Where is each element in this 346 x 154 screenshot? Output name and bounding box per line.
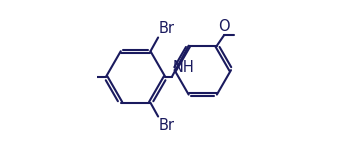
Text: O: O xyxy=(218,19,230,34)
Text: Br: Br xyxy=(159,118,175,133)
Text: Br: Br xyxy=(159,21,175,36)
Text: NH: NH xyxy=(172,61,194,75)
